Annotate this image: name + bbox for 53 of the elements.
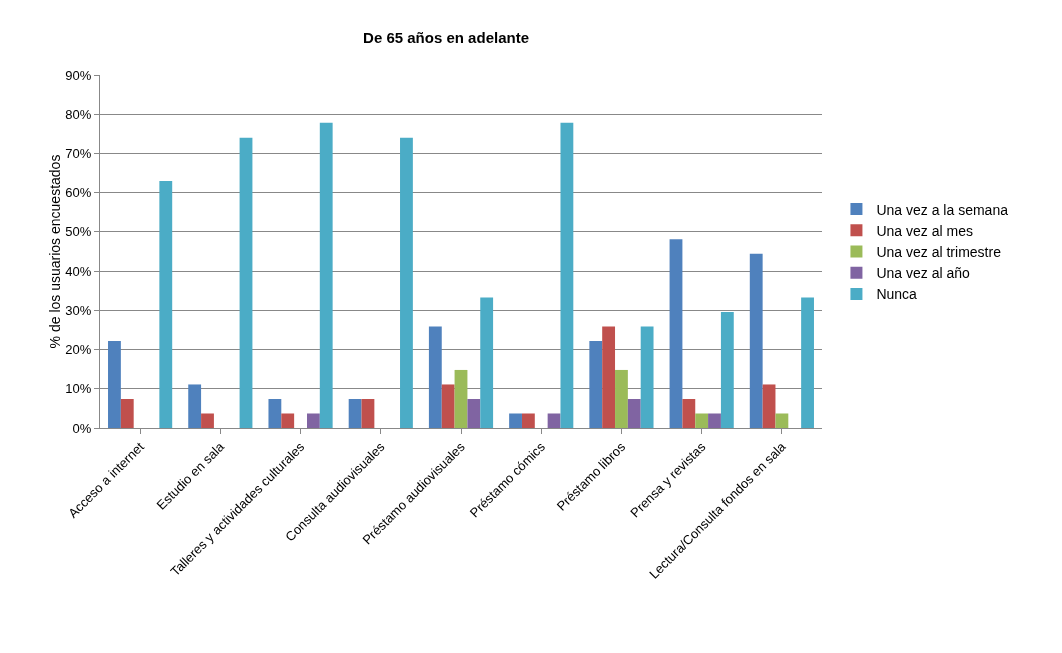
bar bbox=[708, 413, 721, 428]
y-tick-label: 80% bbox=[65, 106, 92, 122]
bar bbox=[589, 340, 603, 428]
bar bbox=[268, 398, 282, 428]
bar bbox=[749, 253, 763, 428]
legend-label: Una vez al mes bbox=[876, 222, 973, 239]
bar bbox=[348, 398, 362, 428]
bar bbox=[801, 297, 814, 428]
bar bbox=[306, 413, 320, 428]
y-tick-label: 60% bbox=[65, 185, 92, 201]
y-axis-title: % de los usuarios encuestados bbox=[47, 154, 64, 349]
bar bbox=[762, 384, 776, 428]
bar bbox=[521, 413, 535, 428]
bar bbox=[108, 340, 121, 428]
bar bbox=[281, 413, 295, 428]
bar bbox=[669, 239, 683, 428]
bar bbox=[319, 122, 333, 428]
bar bbox=[640, 326, 654, 428]
bar bbox=[720, 311, 734, 428]
y-tick-label: 30% bbox=[65, 302, 92, 318]
legend-label: Una vez a la semana bbox=[876, 201, 1009, 218]
bar bbox=[361, 398, 375, 428]
bar bbox=[454, 369, 468, 428]
legend-label: Nunca bbox=[876, 286, 918, 303]
y-tick-label: 90% bbox=[65, 67, 92, 83]
bar bbox=[201, 413, 214, 428]
y-tick-label: 50% bbox=[65, 224, 92, 240]
bar bbox=[509, 413, 522, 428]
chart-title: De 65 años en adelante bbox=[363, 29, 529, 47]
bar bbox=[615, 369, 628, 428]
y-tick-label: 10% bbox=[65, 381, 92, 397]
bar bbox=[400, 137, 413, 428]
legend-label: Una vez al año bbox=[876, 265, 971, 282]
bar bbox=[159, 180, 173, 428]
bar bbox=[428, 326, 442, 428]
bar bbox=[239, 137, 253, 428]
y-tick-label: 20% bbox=[65, 342, 92, 358]
bar bbox=[441, 384, 455, 428]
bar bbox=[120, 398, 134, 428]
bar bbox=[467, 398, 481, 428]
bar bbox=[627, 398, 641, 428]
bar bbox=[188, 384, 202, 428]
bar bbox=[560, 122, 574, 428]
bar bbox=[480, 297, 494, 428]
bar bbox=[775, 413, 789, 428]
legend-label: Una vez al trimestre bbox=[876, 243, 1002, 260]
bar bbox=[547, 413, 561, 428]
y-tick-label: 40% bbox=[65, 263, 92, 279]
bar bbox=[695, 413, 709, 428]
y-tick-label: 0% bbox=[72, 420, 92, 436]
y-tick-label: 70% bbox=[65, 145, 92, 161]
bar bbox=[682, 398, 696, 428]
bar bbox=[602, 326, 616, 428]
